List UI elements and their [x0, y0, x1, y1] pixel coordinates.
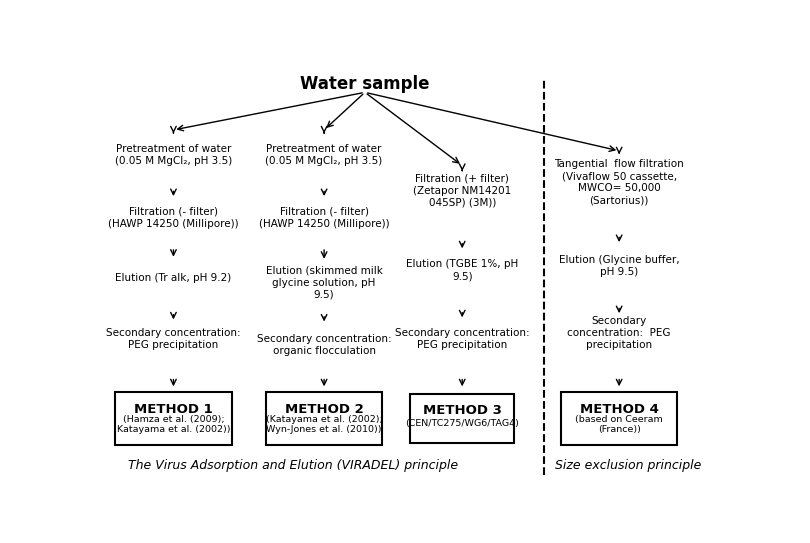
Text: Size exclusion principle: Size exclusion principle — [556, 458, 701, 471]
Text: (Hamza et al. (2009);
Katayama et al. (2002)): (Hamza et al. (2009); Katayama et al. (2… — [117, 414, 230, 434]
Text: (Katayama et al. (2002);
Wyn-Jones et al. (2010)): (Katayama et al. (2002); Wyn-Jones et al… — [266, 414, 382, 434]
Text: METHOD 1: METHOD 1 — [134, 403, 213, 416]
Text: Elution (Tr alk, pH 9.2): Elution (Tr alk, pH 9.2) — [115, 273, 232, 283]
Text: METHOD 3: METHOD 3 — [423, 404, 501, 417]
Text: Elution (skimmed milk
glycine solution, pH
9.5): Elution (skimmed milk glycine solution, … — [266, 266, 382, 300]
Text: Secondary concentration:
PEG precipitation: Secondary concentration: PEG precipitati… — [395, 328, 530, 350]
Text: Secondary concentration:
organic flocculation: Secondary concentration: organic floccul… — [257, 334, 391, 356]
FancyBboxPatch shape — [561, 393, 677, 445]
Text: Elution (TGBE 1%, pH
9.5): Elution (TGBE 1%, pH 9.5) — [406, 259, 518, 281]
FancyBboxPatch shape — [411, 394, 514, 443]
FancyBboxPatch shape — [115, 393, 232, 445]
Text: Pretreatment of water
(0.05 M MgCl₂, pH 3.5): Pretreatment of water (0.05 M MgCl₂, pH … — [115, 144, 232, 166]
Text: Water sample: Water sample — [301, 75, 429, 93]
Text: Elution (Glycine buffer,
pH 9.5): Elution (Glycine buffer, pH 9.5) — [559, 255, 680, 277]
Text: Secondary
concentration:  PEG
precipitation: Secondary concentration: PEG precipitati… — [567, 315, 671, 350]
Text: Tangential  flow filtration
(Vivaflow 50 cassette,
MWCO= 50,000
(Sartorius)): Tangential flow filtration (Vivaflow 50 … — [554, 159, 684, 205]
Text: (based on Ceeram
(France)): (based on Ceeram (France)) — [575, 414, 663, 434]
Text: The Virus Adsorption and Elution (VIRADEL) principle: The Virus Adsorption and Elution (VIRADE… — [128, 458, 458, 471]
Text: Filtration (+ filter)
(Zetapor NM14201
045SP) (3M)): Filtration (+ filter) (Zetapor NM14201 0… — [413, 174, 511, 207]
Text: Pretreatment of water
(0.05 M MgCl₂, pH 3.5): Pretreatment of water (0.05 M MgCl₂, pH … — [266, 144, 383, 166]
Text: Filtration (- filter)
(HAWP 14250 (Millipore)): Filtration (- filter) (HAWP 14250 (Milli… — [258, 207, 390, 229]
Text: Filtration (- filter)
(HAWP 14250 (Millipore)): Filtration (- filter) (HAWP 14250 (Milli… — [108, 207, 239, 229]
Text: METHOD 2: METHOD 2 — [285, 403, 364, 416]
FancyBboxPatch shape — [266, 393, 382, 445]
Text: Secondary concentration:
PEG precipitation: Secondary concentration: PEG precipitati… — [106, 328, 241, 350]
Text: (CEN/TC275/WG6/TAG4): (CEN/TC275/WG6/TAG4) — [405, 419, 519, 428]
Text: METHOD 4: METHOD 4 — [580, 403, 659, 416]
